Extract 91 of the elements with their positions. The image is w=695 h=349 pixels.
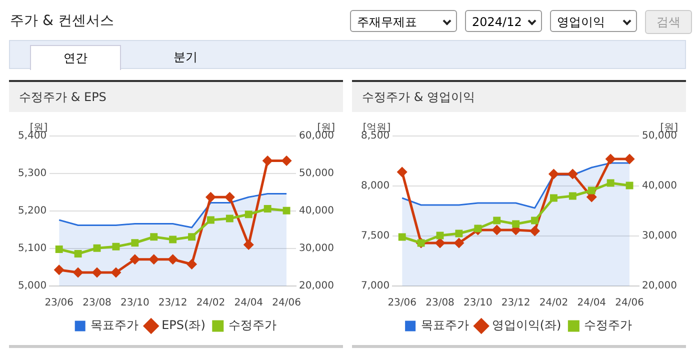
point — [454, 238, 464, 248]
point — [168, 254, 178, 264]
point — [54, 265, 64, 275]
legend-label: EPS(좌) — [162, 318, 206, 332]
point — [512, 220, 520, 228]
point — [244, 240, 254, 250]
point — [626, 182, 634, 190]
point — [282, 206, 290, 214]
x-tick-label: 23/12 — [158, 298, 188, 309]
point — [606, 154, 616, 164]
point — [207, 216, 214, 224]
point — [187, 260, 197, 269]
text: 분기 — [172, 49, 198, 66]
point — [149, 254, 159, 264]
x-tick-label: 23/06 — [44, 298, 74, 309]
point — [55, 246, 63, 253]
text: 연간 — [30, 45, 121, 70]
text: 검색 — [645, 10, 692, 34]
point — [226, 214, 234, 222]
point — [455, 230, 463, 238]
y2-tick-label: 30,000 — [299, 243, 334, 254]
point — [548, 169, 558, 179]
y2-tick-label: 20,000 — [642, 280, 678, 292]
point — [435, 238, 445, 248]
point — [169, 236, 177, 244]
point — [282, 156, 292, 166]
point — [624, 154, 634, 164]
legend-label: 목표주가 — [90, 318, 139, 332]
x-tick-label: 23/10 — [120, 298, 150, 309]
point — [436, 232, 444, 240]
y-tick-label: 5,400 — [18, 130, 47, 142]
x-tick-label: 24/06 — [615, 298, 644, 309]
text: 주가 & 컨센서스 — [10, 12, 114, 30]
legend-label: 영업이익(좌) — [492, 318, 562, 332]
point — [588, 186, 596, 194]
chart-title: 수정주가 & EPS — [9, 80, 343, 112]
legend-label: 수정주가 — [584, 318, 632, 332]
text: 2024/12 — [472, 15, 522, 29]
y-tick-label: 5,200 — [18, 206, 47, 217]
point — [531, 216, 538, 224]
point — [492, 225, 502, 235]
point — [188, 233, 196, 241]
y-tick-label: 7,000 — [360, 280, 390, 292]
point — [474, 224, 482, 232]
legend-label: 수정주가 — [228, 318, 276, 332]
text: 주재무제표 — [357, 15, 417, 29]
point — [398, 233, 406, 241]
point — [206, 192, 216, 202]
x-tick-label: 24/04 — [577, 298, 606, 309]
x-tick-label: 23/12 — [501, 298, 530, 309]
y2-tick-label: 40,000 — [642, 180, 678, 192]
x-tick-label: 23/08 — [82, 298, 112, 309]
point — [131, 239, 139, 247]
y-tick-label: 5,000 — [18, 280, 47, 292]
point — [73, 268, 83, 278]
y-tick-label: 8,000 — [360, 180, 390, 192]
chart-title: 수정주가 & 영업이익 — [352, 80, 686, 112]
x-tick-label: 23/10 — [464, 298, 492, 309]
x-tick-label: 23/08 — [426, 298, 454, 309]
y2-tick-label: 20,000 — [299, 280, 334, 292]
y-tick-label: 5,100 — [18, 243, 47, 254]
y-tick-label: 5,300 — [18, 168, 47, 180]
y2-tick-label: 40,000 — [299, 206, 334, 217]
x-tick-label: 23/06 — [388, 298, 417, 309]
point — [568, 192, 576, 200]
x-tick-label: 24/06 — [272, 298, 301, 309]
legend-label: 목표주가 — [420, 318, 469, 332]
point — [111, 268, 121, 278]
x-tick-label: 24/04 — [234, 298, 264, 309]
y-tick-label: 7,500 — [360, 230, 390, 242]
point — [92, 268, 102, 278]
point — [397, 167, 407, 177]
point — [606, 179, 614, 187]
point — [264, 205, 272, 212]
point — [244, 210, 252, 218]
y2-tick-label: 50,000 — [299, 168, 334, 180]
point — [130, 254, 140, 264]
y2-tick-label: 30,000 — [642, 230, 678, 242]
point — [493, 216, 501, 224]
point — [568, 169, 578, 179]
point — [262, 156, 272, 166]
point — [93, 244, 101, 252]
point — [550, 194, 558, 202]
point — [530, 226, 540, 236]
text: 영업이익 — [557, 15, 605, 29]
point — [74, 250, 82, 258]
x-tick-label: 24/02 — [196, 298, 226, 309]
point — [150, 233, 158, 241]
point — [112, 242, 120, 250]
point — [224, 192, 234, 202]
x-tick-label: 24/02 — [539, 298, 568, 309]
